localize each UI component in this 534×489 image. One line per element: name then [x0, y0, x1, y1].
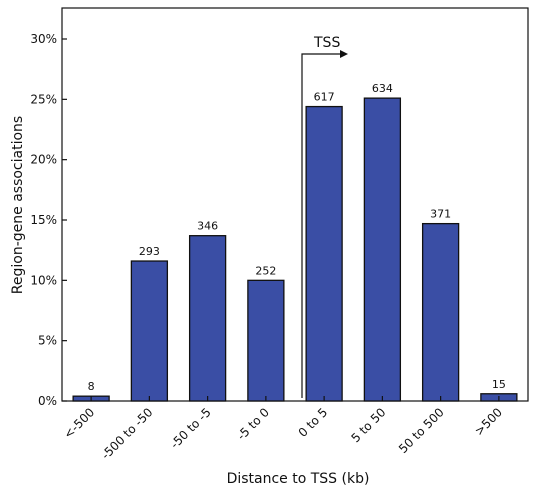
x-axis-title: Distance to TSS (kb): [227, 471, 370, 487]
tss-marker: TSS: [301, 35, 348, 398]
bar: [305, 105, 343, 402]
tss-label: TSS: [313, 35, 340, 51]
y-tick-label: 30%: [30, 32, 57, 46]
bar-value-label: 634: [372, 82, 393, 95]
y-axis-title: Region-gene associations: [10, 116, 26, 294]
x-tick-label: 50 to 500: [396, 405, 447, 456]
bar: [421, 222, 460, 402]
x-tick-label: <-500: [61, 405, 97, 441]
y-tick-label: 0%: [38, 394, 57, 408]
bar-value-label: 617: [314, 91, 335, 104]
x-tick-label: -500 to -50: [99, 405, 156, 462]
bar-value-label: 8: [88, 380, 95, 393]
bar: [188, 235, 227, 402]
x-tick-label: 5 to 50: [348, 405, 388, 445]
x-axis-ticks: <-500 -500 to -50 -50 to -5 -5 to 0 0 to 5 5 …: [61, 396, 505, 462]
x-tick-label: 0 to 5: [296, 405, 331, 440]
bar-value-label: 346: [197, 220, 218, 233]
bar-value-label: 371: [430, 208, 451, 221]
y-axis-ticks: 0% 5% 10% 15% 20% 25% 30%: [30, 32, 67, 408]
y-tick-label: 15%: [30, 213, 57, 227]
y-tick-label: 25%: [30, 92, 57, 106]
y-tick-label: 10%: [30, 273, 57, 287]
y-tick-label: 20%: [30, 153, 57, 167]
bar-value-label: 293: [139, 245, 160, 258]
x-tick-label: >500: [472, 405, 505, 438]
tss-arrow-line: [301, 53, 344, 398]
bar-value-label: 15: [492, 378, 506, 391]
bar: [247, 279, 285, 402]
tss-arrowhead: [340, 50, 348, 58]
x-tick-label: -5 to 0: [234, 405, 272, 443]
y-tick-label: 5%: [38, 334, 57, 348]
bar-value-labels: 8 293 346 252 617 634 371 15: [88, 82, 506, 393]
bar: [130, 260, 169, 402]
bar-value-label: 252: [255, 264, 276, 277]
x-tick-label: -50 to -5: [168, 405, 214, 451]
plot-frame: [61, 7, 529, 402]
bar: [363, 97, 402, 402]
